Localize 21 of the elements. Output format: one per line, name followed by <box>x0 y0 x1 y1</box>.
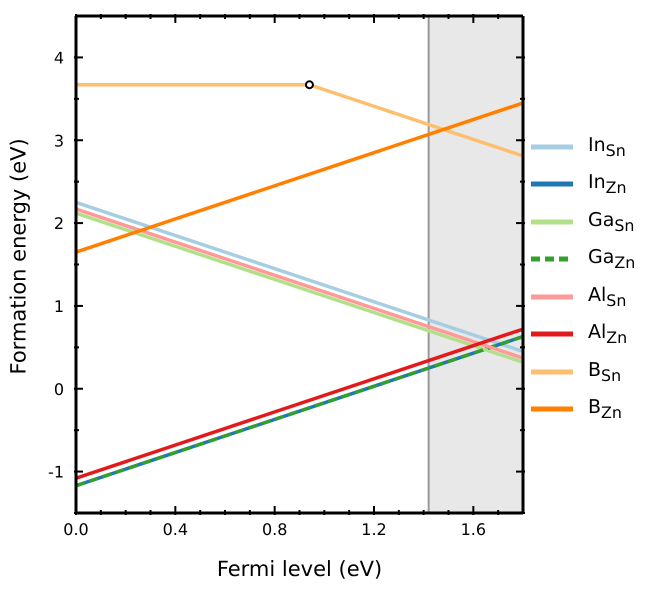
legend-label: In$_{Zn}$ <box>588 171 627 198</box>
y-tick-label: 0 <box>54 380 64 399</box>
y-tick-label: 2 <box>54 214 64 234</box>
x-tick-label: 0.0 <box>63 520 89 539</box>
x-tick-label: 1.6 <box>460 520 486 539</box>
legend-label: Al$_{Sn}$ <box>588 284 626 310</box>
y-tick-label: -1 <box>48 462 64 482</box>
legend-label: B$_{Zn}$ <box>588 396 622 422</box>
x-tick-label: 1.2 <box>361 520 387 539</box>
legend-label: Al$_{Zn}$ <box>588 321 628 348</box>
legend-label: Ga$_{Zn}$ <box>588 246 636 272</box>
legend-label: In$_{Sn}$ <box>588 134 626 160</box>
y-tick-label: 3 <box>54 131 64 150</box>
legend-label: Ga$_{Sn}$ <box>588 208 634 235</box>
legend-label: B$_{Sn}$ <box>588 358 622 385</box>
y-axis-title: Formation energy (eV) <box>6 138 30 374</box>
y-tick-label: 1 <box>54 296 64 316</box>
x-tick-label: 0.8 <box>262 520 288 539</box>
x-axis-title: Fermi level (eV) <box>216 557 382 581</box>
y-tick-label: 4 <box>54 48 64 68</box>
x-tick-label: 0.4 <box>162 520 188 539</box>
